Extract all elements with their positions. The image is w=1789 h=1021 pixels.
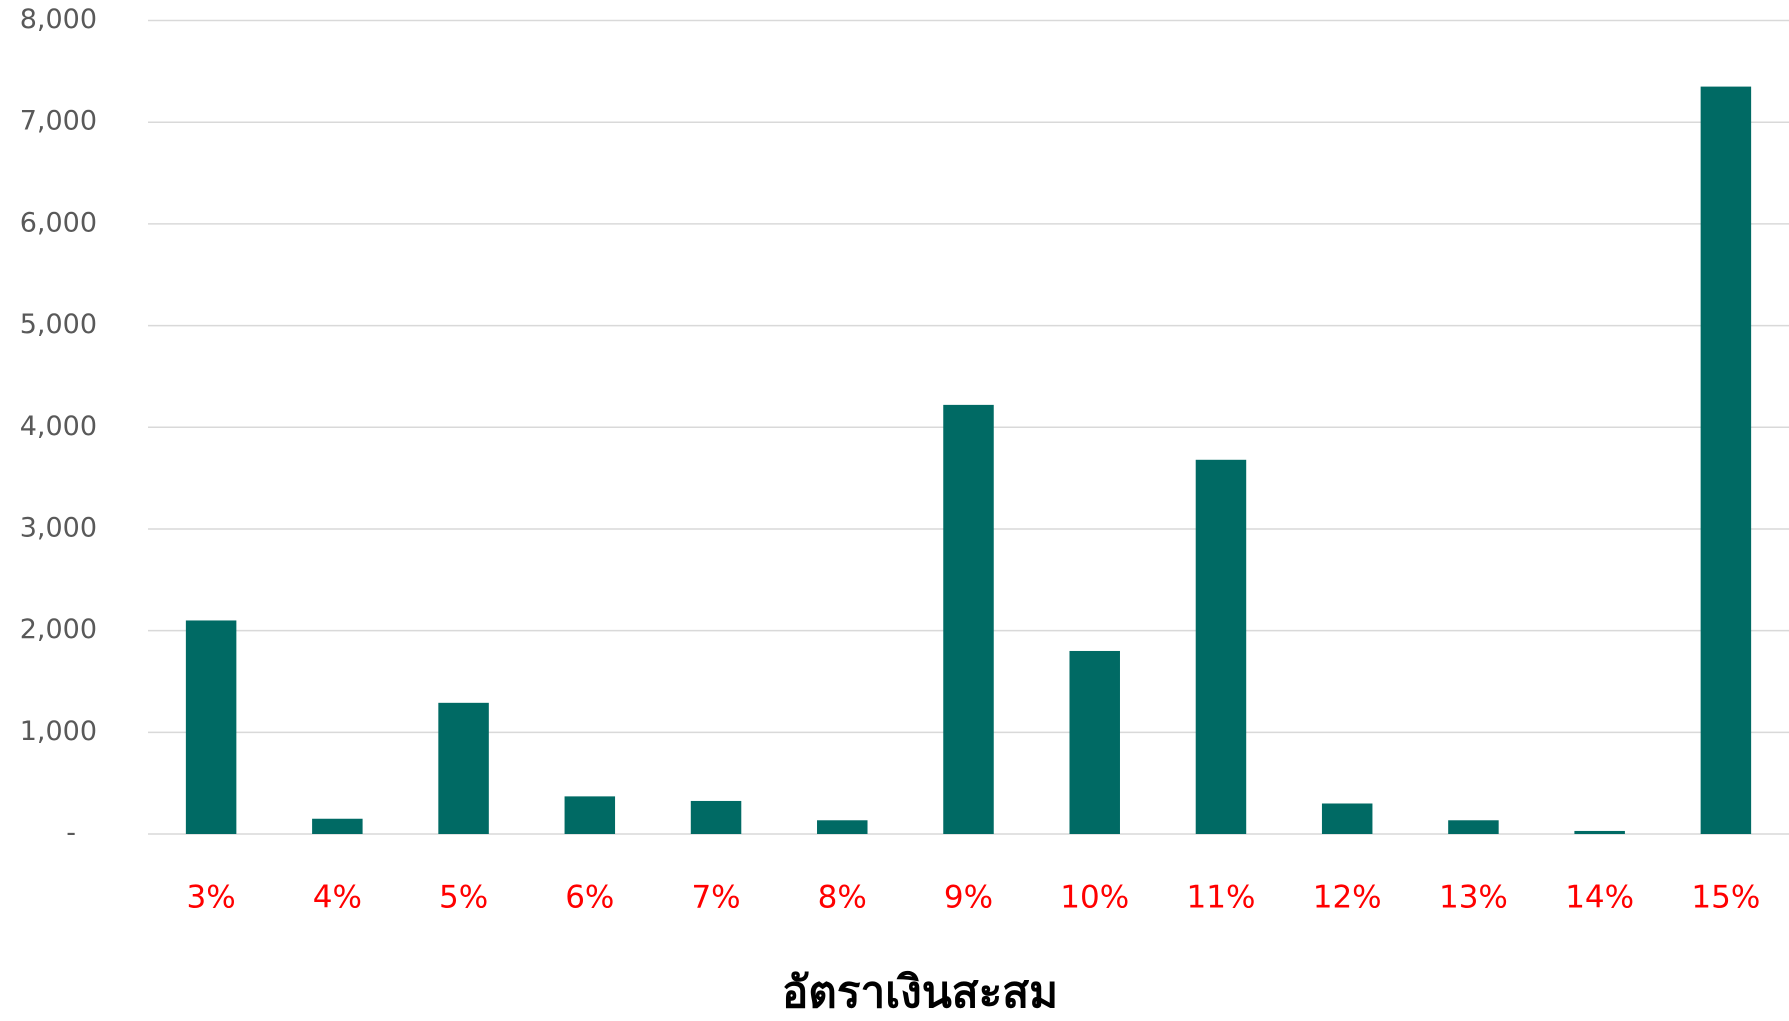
y-tick-label: 7,000 xyxy=(20,106,97,137)
bar xyxy=(690,800,742,834)
y-tick-label: 4,000 xyxy=(20,411,97,442)
x-tick-label: 6% xyxy=(565,880,614,916)
bar xyxy=(438,702,489,834)
y-tick-label: 8,000 xyxy=(20,4,97,35)
y-tick-label: 1,000 xyxy=(20,716,97,747)
x-tick-label: 8% xyxy=(818,880,867,916)
bar xyxy=(1574,830,1625,834)
x-tick-label: 13% xyxy=(1439,880,1508,916)
x-tick-label: 9% xyxy=(944,880,993,916)
y-tick-label: 3,000 xyxy=(20,512,97,543)
x-tick-label: 10% xyxy=(1060,880,1129,916)
bar xyxy=(1448,820,1499,834)
x-tick-label: 7% xyxy=(691,880,740,916)
y-tick-label: 6,000 xyxy=(20,207,97,238)
y-tick-label: 5,000 xyxy=(20,309,97,340)
bar xyxy=(1195,459,1247,834)
x-tick-label: 4% xyxy=(313,880,362,916)
bar xyxy=(943,404,994,834)
bar xyxy=(312,818,363,834)
x-tick-label: 11% xyxy=(1187,880,1256,916)
y-tick-label: - xyxy=(66,818,76,849)
bar xyxy=(1700,86,1752,835)
x-tick-label: 12% xyxy=(1313,880,1382,916)
bar xyxy=(564,796,616,834)
x-tick-label: 14% xyxy=(1565,880,1634,916)
x-tick-label: 5% xyxy=(439,880,488,916)
x-tick-label: 3% xyxy=(187,880,236,916)
bar xyxy=(817,820,868,834)
bar xyxy=(185,620,237,834)
bar xyxy=(1069,650,1120,834)
y-tick-label: 2,000 xyxy=(20,614,97,645)
bar xyxy=(1321,803,1373,834)
x-axis-title: อัตราเงินสะสม xyxy=(782,967,1058,1018)
x-tick-label: 15% xyxy=(1691,880,1760,916)
